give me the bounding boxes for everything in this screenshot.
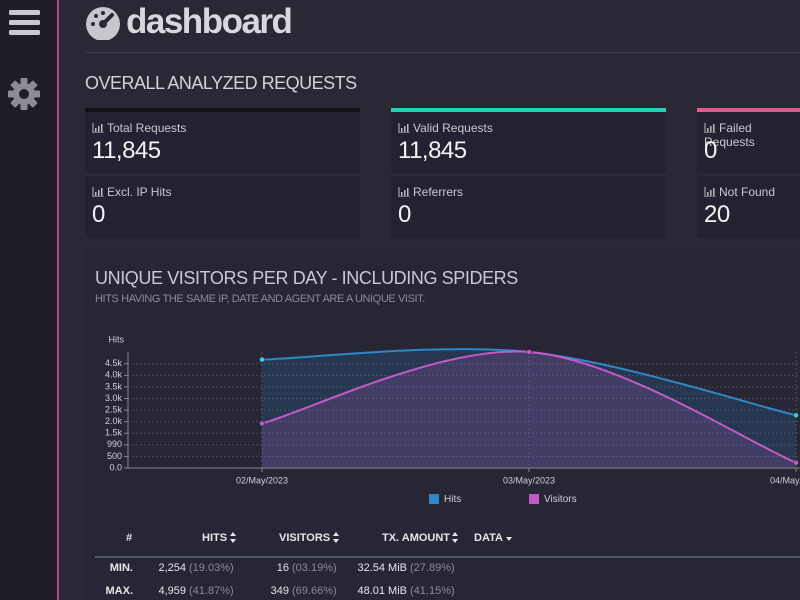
cell-percent: (19.03%) [189,562,234,574]
legend-swatch [529,494,539,504]
card-value: 20 [704,201,730,228]
card-label: Total Requests [107,121,187,135]
column-header[interactable]: DATA [474,532,503,544]
cell: 349 [270,585,289,597]
card: Valid Requests 11,845 [391,108,666,173]
y-tick-label: 2.0k [105,416,123,426]
section-title: OVERALL ANALYZED REQUESTS [85,73,357,93]
point [793,412,799,419]
sort-icons [230,532,512,543]
point [793,459,799,466]
card-value: 0 [92,201,105,228]
y-tick-label: 2.5k [105,404,123,414]
x-tick-label: 02/May/2023 [236,475,288,485]
card-label: Referrers [413,185,464,199]
column-header-text: VISITORS [279,532,331,544]
cell-percent: (41.15%) [410,585,455,597]
cell: 48.01 MiB [357,585,407,597]
card-value: 0 [704,137,717,164]
column-header[interactable]: VISITORS [279,532,330,544]
area [262,351,796,468]
card-label: Valid Requests [413,121,493,135]
settings-icon[interactable] [8,78,40,110]
panel-subtitle: HITS HAVING THE SAME IP, DATE AND AGENT … [95,293,425,305]
column-header[interactable]: TX. AMOUNT [382,532,450,544]
cell: 16 [276,562,289,574]
cell-percent: (41.87%) [189,585,234,597]
panel-title: UNIQUE VISITORS PER DAY - INCLUDING SPID… [95,268,518,288]
column-header-text: HITS [202,532,228,544]
cell-percent: (69.66%) [292,585,337,597]
y-axis-label: Hits [109,334,125,344]
sidebar-icons [8,10,40,110]
cell: 32.54 MiB [357,562,407,574]
column-header-text: TX. AMOUNT [382,532,451,544]
point [259,356,265,363]
legend-swatch [429,494,439,504]
x-tick-label: 03/May/2023 [503,475,555,485]
y-tick-label: 3.0k [105,393,123,403]
point [526,349,532,355]
x-tick-label: 04/May/2023 [770,475,800,485]
header-divider [85,52,800,53]
panel [85,248,800,600]
y-tick-label: 990 [107,439,122,449]
card: Failed Requests 0 [697,108,800,173]
row-label: MAX. [105,585,134,597]
app-title: dashboard [126,2,293,41]
cell: 4,959 [158,585,186,597]
cell-percent: (27.89%) [410,562,455,574]
legend-label: Visitors [544,494,577,505]
card-value: 0 [398,201,411,228]
row-label: MIN. [109,562,133,574]
card: Referrers 0 [391,176,666,238]
legend-label: Hits [444,494,461,505]
column-header-text: DATA [474,532,503,544]
y-tick-label: 0.0 [109,462,122,472]
point [259,420,265,427]
sidebar [0,0,59,600]
card: Not Found 20 [697,176,800,238]
y-tick-label: 500 [107,451,122,461]
y-tick-label: 3.5k [105,381,123,391]
card: Excl. IP Hits 0 [85,176,360,238]
y-tick-label: 1.5k [105,428,123,438]
card-label: Not Found [719,185,776,199]
card-value: 11,845 [92,137,161,164]
cell: 2,254 [158,562,186,574]
cell-percent: (03.19%) [292,562,337,574]
table-divider [95,556,800,558]
menu-icon[interactable] [9,10,40,35]
y-tick-label: 4.5k [105,358,123,368]
dashboard-icon [86,7,120,40]
card-value: 11,845 [398,137,467,164]
y-tick-label: 4.0k [105,370,123,380]
card-label: Excl. IP Hits [107,185,172,199]
card-label: Failed Requests [704,121,755,149]
column-header[interactable]: HITS [202,532,227,544]
card: Total Requests 11,845 [85,108,360,173]
column-header[interactable]: # [126,532,133,544]
